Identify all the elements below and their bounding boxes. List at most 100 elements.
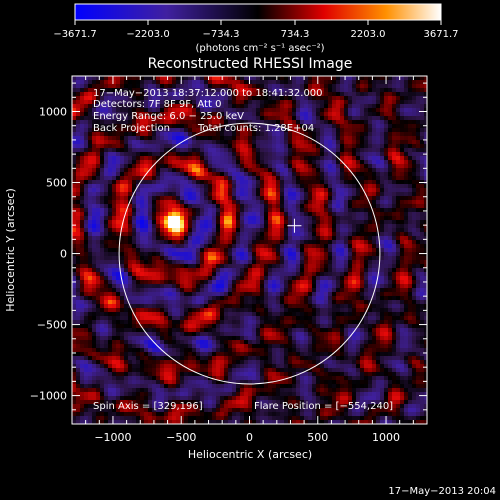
heatmap-cell xyxy=(152,88,156,92)
heatmap-cell xyxy=(352,280,356,284)
heatmap-cell xyxy=(84,108,88,112)
heatmap-cell xyxy=(324,148,328,152)
heatmap-cell xyxy=(136,292,140,296)
heatmap-cell xyxy=(180,184,184,188)
heatmap-cell xyxy=(92,120,96,124)
heatmap-cell xyxy=(332,140,336,144)
heatmap-cell xyxy=(272,112,276,116)
heatmap-cell xyxy=(272,136,276,140)
heatmap-cell xyxy=(292,120,296,124)
heatmap-cell xyxy=(220,232,224,236)
heatmap-cell xyxy=(288,136,292,140)
heatmap-cell xyxy=(168,76,172,80)
heatmap-cell xyxy=(328,116,332,120)
heatmap-cell xyxy=(264,236,268,240)
heatmap-cell xyxy=(380,136,384,140)
heatmap-cell xyxy=(192,120,196,124)
heatmap-cell xyxy=(376,284,380,288)
heatmap-cell xyxy=(328,224,332,228)
heatmap-cell xyxy=(108,224,112,228)
heatmap-cell xyxy=(160,228,164,232)
heatmap-cell xyxy=(384,232,388,236)
heatmap-cell xyxy=(304,196,308,200)
heatmap-cell xyxy=(232,108,236,112)
heatmap-cell xyxy=(276,104,280,108)
heatmap-cell xyxy=(276,152,280,156)
heatmap-cell xyxy=(420,188,424,192)
heatmap-cell xyxy=(412,172,416,176)
heatmap-cell xyxy=(196,200,200,204)
heatmap-cell xyxy=(376,172,380,176)
heatmap-cell xyxy=(304,108,308,112)
heatmap-cell xyxy=(384,256,388,260)
heatmap-cell xyxy=(184,180,188,184)
heatmap-cell xyxy=(348,132,352,136)
heatmap-cell xyxy=(212,216,216,220)
heatmap-cell xyxy=(124,116,128,120)
heatmap-cell xyxy=(180,156,184,160)
heatmap-cell xyxy=(356,252,360,256)
heatmap-cell xyxy=(300,208,304,212)
heatmap-cell xyxy=(352,172,356,176)
heatmap-cell xyxy=(192,108,196,112)
heatmap-cell xyxy=(116,88,120,92)
heatmap-cell xyxy=(400,248,404,252)
heatmap-cell xyxy=(328,208,332,212)
heatmap-cell xyxy=(180,272,184,276)
heatmap-cell xyxy=(116,120,120,124)
heatmap-cell xyxy=(112,216,116,220)
heatmap-cell xyxy=(220,88,224,92)
heatmap-cell xyxy=(300,88,304,92)
heatmap-cell xyxy=(396,172,400,176)
heatmap-cell xyxy=(412,248,416,252)
heatmap-cell xyxy=(312,224,316,228)
heatmap-cell xyxy=(232,104,236,108)
heatmap-cell xyxy=(304,272,308,276)
heatmap-cell xyxy=(388,84,392,88)
heatmap-cell xyxy=(260,104,264,108)
heatmap-cell xyxy=(324,120,328,124)
heatmap-cell xyxy=(248,200,252,204)
heatmap-cell xyxy=(196,120,200,124)
heatmap-cell xyxy=(236,212,240,216)
heatmap-cell xyxy=(384,268,388,272)
heatmap-cell xyxy=(152,112,156,116)
heatmap-cell xyxy=(116,84,120,88)
heatmap-cell xyxy=(128,80,132,84)
heatmap-cell xyxy=(392,88,396,92)
heatmap-cell xyxy=(228,188,232,192)
heatmap-cell xyxy=(100,172,104,176)
heatmap-cell xyxy=(200,132,204,136)
heatmap-cell xyxy=(136,140,140,144)
heatmap-cell xyxy=(128,152,132,156)
heatmap-cell xyxy=(396,240,400,244)
heatmap-cell xyxy=(144,268,148,272)
heatmap-cell xyxy=(220,248,224,252)
heatmap-cell xyxy=(236,188,240,192)
heatmap-cell xyxy=(256,212,260,216)
heatmap-cell xyxy=(404,148,408,152)
heatmap-cell xyxy=(92,220,96,224)
heatmap-cell xyxy=(244,128,248,132)
heatmap-cell xyxy=(196,184,200,188)
heatmap-cell xyxy=(332,196,336,200)
heatmap-cell xyxy=(104,76,108,80)
heatmap-cell xyxy=(404,76,408,80)
heatmap-cell xyxy=(268,144,272,148)
heatmap-cell xyxy=(372,248,376,252)
heatmap-cell xyxy=(128,76,132,80)
heatmap-cell xyxy=(192,196,196,200)
heatmap-cell xyxy=(304,188,308,192)
heatmap-cell xyxy=(348,92,352,96)
heatmap-cell xyxy=(208,88,212,92)
heatmap-cell xyxy=(232,144,236,148)
heatmap-cell xyxy=(324,296,328,300)
heatmap-cell xyxy=(292,148,296,152)
heatmap-cell xyxy=(184,128,188,132)
heatmap-cell xyxy=(112,116,116,120)
heatmap-cell xyxy=(172,236,176,240)
heatmap-cell xyxy=(304,292,308,296)
heatmap-cell xyxy=(288,168,292,172)
heatmap-cell xyxy=(276,132,280,136)
heatmap-cell xyxy=(240,288,244,292)
